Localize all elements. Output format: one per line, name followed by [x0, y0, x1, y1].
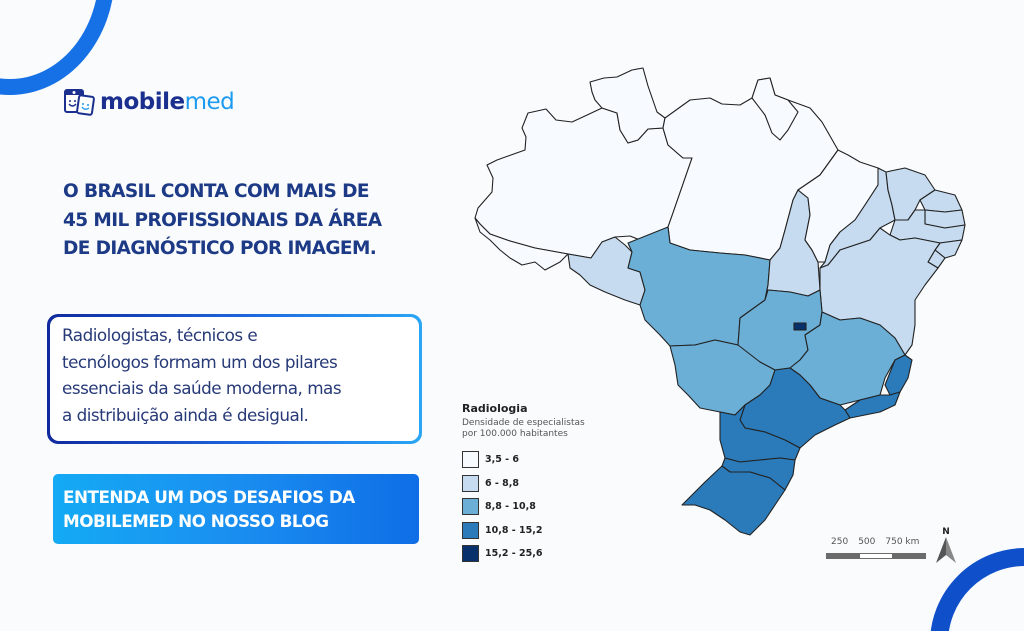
legend-label: 15,2 - 25,6 — [485, 548, 543, 560]
legend-item: 10,8 - 15,2 — [462, 519, 612, 543]
map-scale-bar: 250 500 750 km — [826, 537, 926, 559]
legend-swatch — [462, 451, 479, 469]
info-line: essenciais da saúde moderna, mas — [62, 378, 342, 398]
legend-swatch — [462, 545, 479, 563]
info-line: Radiologistas, técnicos e — [62, 325, 258, 345]
cta-line: MOBILEMED NO NOSSO BLOG — [63, 511, 329, 531]
legend-item: 3,5 - 6 — [462, 448, 612, 472]
state-ac — [474, 217, 569, 271]
legend-label: 10,8 - 15,2 — [485, 524, 543, 536]
legend-swatch — [462, 498, 479, 516]
info-box: Radiologistas, técnicos e tecnólogos for… — [47, 314, 422, 444]
legend-title: Radiologia — [462, 402, 528, 415]
scale-bar-graphic — [826, 553, 926, 559]
legend-subtitle: Densidade de especialistas por 100.000 h… — [462, 418, 612, 440]
state-rs — [681, 465, 786, 536]
brazil-choropleth-map — [460, 60, 980, 540]
headline-line: 45 MIL PROFISSIONAIS DA ÁREA — [63, 209, 382, 231]
decorative-ring-top-left — [0, 0, 115, 95]
info-box-text: Radiologistas, técnicos e tecnólogos for… — [50, 317, 419, 441]
legend-subtitle-line: Densidade de especialistas — [462, 418, 585, 428]
scale-label: 250 — [831, 537, 849, 547]
logo-text-med: med — [184, 89, 235, 115]
map-legend: Radiologia Densidade de especialistas po… — [462, 402, 612, 566]
scale-segment — [859, 553, 893, 559]
legend-item: 8,8 - 10,8 — [462, 495, 612, 519]
legend-subtitle-line: por 100.000 habitantes — [462, 429, 568, 439]
legend-label: 6 - 8,8 — [485, 477, 519, 489]
legend-label: 8,8 - 10,8 — [485, 501, 536, 513]
scale-segment — [892, 553, 926, 559]
brand-logo: mobilemed — [64, 88, 235, 116]
scale-labels: 250 500 750 km — [826, 537, 926, 547]
map-svg — [474, 67, 966, 536]
headline-line: O BRASIL CONTA COM MAIS DE — [63, 181, 370, 202]
scale-label: 750 km — [885, 537, 920, 547]
logo-icon — [64, 89, 95, 116]
legend-label: 3,5 - 6 — [485, 454, 519, 466]
info-line: tecnólogos formam um dos pilares — [62, 351, 338, 372]
north-label: N — [942, 527, 950, 537]
state-rr — [589, 67, 666, 144]
north-arrow-icon: N — [932, 525, 960, 567]
state-mg — [789, 311, 906, 406]
headline-line: DE DIAGNÓSTICO POR IMAGEM. — [63, 238, 377, 259]
legend-swatch — [462, 521, 479, 539]
state-rj — [844, 391, 901, 419]
logo-wordmark: mobilemed — [100, 89, 235, 115]
logo-text-mobile: mobile — [100, 89, 185, 115]
legend-item: 15,2 - 25,6 — [462, 542, 612, 566]
info-line: a distribuição ainda é desigual. — [62, 404, 309, 425]
cta-line: ENTENDA UM DOS DESAFIOS DA — [63, 487, 355, 507]
legend-items: 3,5 - 6 6 - 8,8 8,8 - 10,8 10,8 - 15,2 1… — [462, 448, 612, 566]
scale-label: 500 — [858, 537, 876, 547]
legend-item: 6 - 8,8 — [462, 472, 612, 496]
state-df — [793, 322, 807, 331]
legend-swatch — [462, 474, 479, 492]
scale-segment — [826, 553, 860, 559]
headline: O BRASIL CONTA COM MAIS DE 45 MIL PROFIS… — [63, 178, 443, 264]
state-ap — [751, 77, 799, 141]
blog-cta-button[interactable]: ENTENDA UM DOS DESAFIOS DA MOBILEMED NO … — [53, 474, 419, 544]
